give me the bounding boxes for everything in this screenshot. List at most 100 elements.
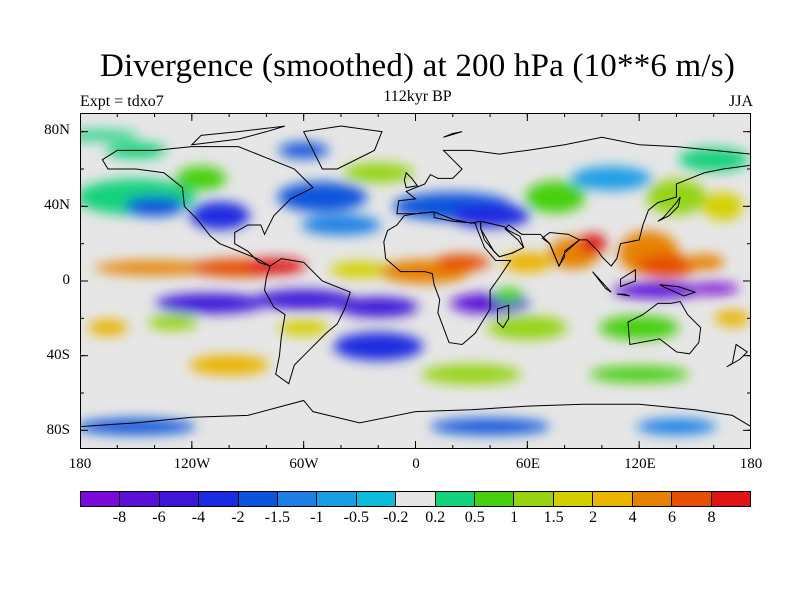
divergence-map — [80, 113, 751, 449]
coastline — [620, 268, 636, 288]
field-contour — [329, 261, 390, 278]
field-contour — [80, 418, 196, 435]
coastline — [627, 300, 702, 355]
field-contour — [703, 192, 744, 221]
coastline — [497, 304, 510, 329]
field-contour — [278, 319, 329, 336]
colorbar-swatch — [514, 492, 554, 506]
field-contour — [189, 201, 250, 230]
coastline — [592, 271, 612, 293]
colorbar-label: -0.2 — [383, 509, 409, 526]
field-contour — [300, 215, 381, 235]
field-contour — [253, 289, 354, 310]
field-contour — [678, 147, 749, 172]
coastline — [480, 220, 525, 258]
coastline — [80, 399, 751, 449]
coastline — [541, 231, 581, 268]
lon-tick-120e: 120E — [624, 456, 656, 472]
colorbar-label: -2 — [231, 509, 245, 526]
field-contour — [430, 418, 551, 435]
colorbar-swatch — [317, 492, 357, 506]
field-contour — [343, 162, 414, 183]
lon-tick-60w: 60W — [289, 456, 319, 472]
field-contour — [493, 287, 524, 304]
colorbar — [80, 491, 751, 507]
field-contour — [578, 233, 607, 254]
field-contour — [571, 166, 652, 191]
lat-tick-80s: 80S — [46, 422, 70, 438]
coastline — [659, 284, 697, 297]
colorbar-swatch — [120, 492, 160, 506]
colorbar-swatch — [159, 492, 200, 506]
colorbar-swatch — [81, 492, 121, 506]
field-contour — [434, 254, 491, 271]
field-contour — [589, 366, 690, 383]
colorbar-label: -0.5 — [343, 509, 369, 526]
season-label: JJA — [728, 93, 753, 110]
colorbar-label: 0.5 — [464, 509, 485, 526]
colorbar-label: 8 — [707, 509, 716, 526]
coastline — [190, 125, 286, 146]
colorbar-swatch — [553, 492, 594, 506]
colorbar-label: 2 — [589, 509, 598, 526]
field-contour — [333, 332, 424, 361]
field-contour — [94, 260, 215, 275]
coastline — [726, 343, 749, 368]
colorbar-swatch — [199, 492, 239, 506]
map-frame — [80, 113, 751, 449]
field-contour — [278, 142, 329, 159]
chart-title: Divergence (smoothed) at 200 hPa (10**6 … — [99, 48, 736, 84]
field-contour — [245, 258, 306, 275]
colorbar-label: 6 — [668, 509, 677, 526]
lat-tick-0: 0 — [62, 272, 71, 288]
colorbar-swatch — [238, 492, 279, 506]
field-contour — [487, 315, 568, 340]
lon-tick-0: 0 — [412, 456, 420, 472]
colorbar-swatch — [435, 492, 476, 506]
colorbar-swatch — [356, 492, 397, 506]
lat-tick-40n: 40N — [44, 197, 70, 213]
lat-tick-40s: 40S — [46, 347, 70, 363]
coastline — [403, 171, 419, 189]
lat-tick-80n: 80N — [44, 122, 70, 138]
colorbar-label: -8 — [112, 509, 127, 526]
field-contour — [80, 130, 139, 141]
colorbar-swatch — [711, 492, 750, 506]
field-contour — [189, 355, 270, 375]
colorbar-label: 0.2 — [425, 509, 446, 526]
field-contour — [338, 297, 419, 318]
colorbar-label: -1.5 — [264, 509, 291, 526]
coastline — [101, 146, 314, 267]
colorbar-swatch — [396, 492, 436, 506]
field-contour — [421, 364, 522, 385]
field-contour — [636, 418, 717, 435]
field-contour — [525, 181, 586, 213]
coastline — [264, 258, 351, 385]
lon-tick-180e: 180 — [739, 456, 763, 472]
field-contour — [688, 282, 739, 295]
field-contour — [502, 252, 553, 273]
colorbar-swatch — [632, 492, 673, 506]
colorbar-label: -4 — [191, 509, 206, 526]
coastline — [443, 131, 463, 138]
lon-tick-120w: 120W — [173, 456, 211, 472]
colorbar-label: 4 — [628, 509, 637, 526]
coastline — [302, 125, 383, 170]
colorbar-label: 1.5 — [543, 509, 564, 526]
colorbar-swatch — [278, 492, 318, 506]
field-contour — [124, 196, 185, 217]
field-contour — [684, 254, 725, 271]
coastline — [657, 196, 681, 222]
colorbar-swatch — [475, 492, 515, 506]
field-contour — [155, 293, 266, 314]
lon-tick-180w: 180 — [68, 456, 92, 472]
field-contour — [714, 310, 751, 327]
colorbar-label: -1 — [310, 509, 324, 526]
coastline — [616, 293, 631, 297]
field-contour — [176, 166, 227, 191]
field-contour — [637, 254, 698, 279]
field-contour — [599, 315, 680, 340]
chart-subtitle: 112kyr BP — [383, 88, 452, 105]
colorbar-swatch — [593, 492, 633, 506]
field-contour — [450, 203, 531, 228]
